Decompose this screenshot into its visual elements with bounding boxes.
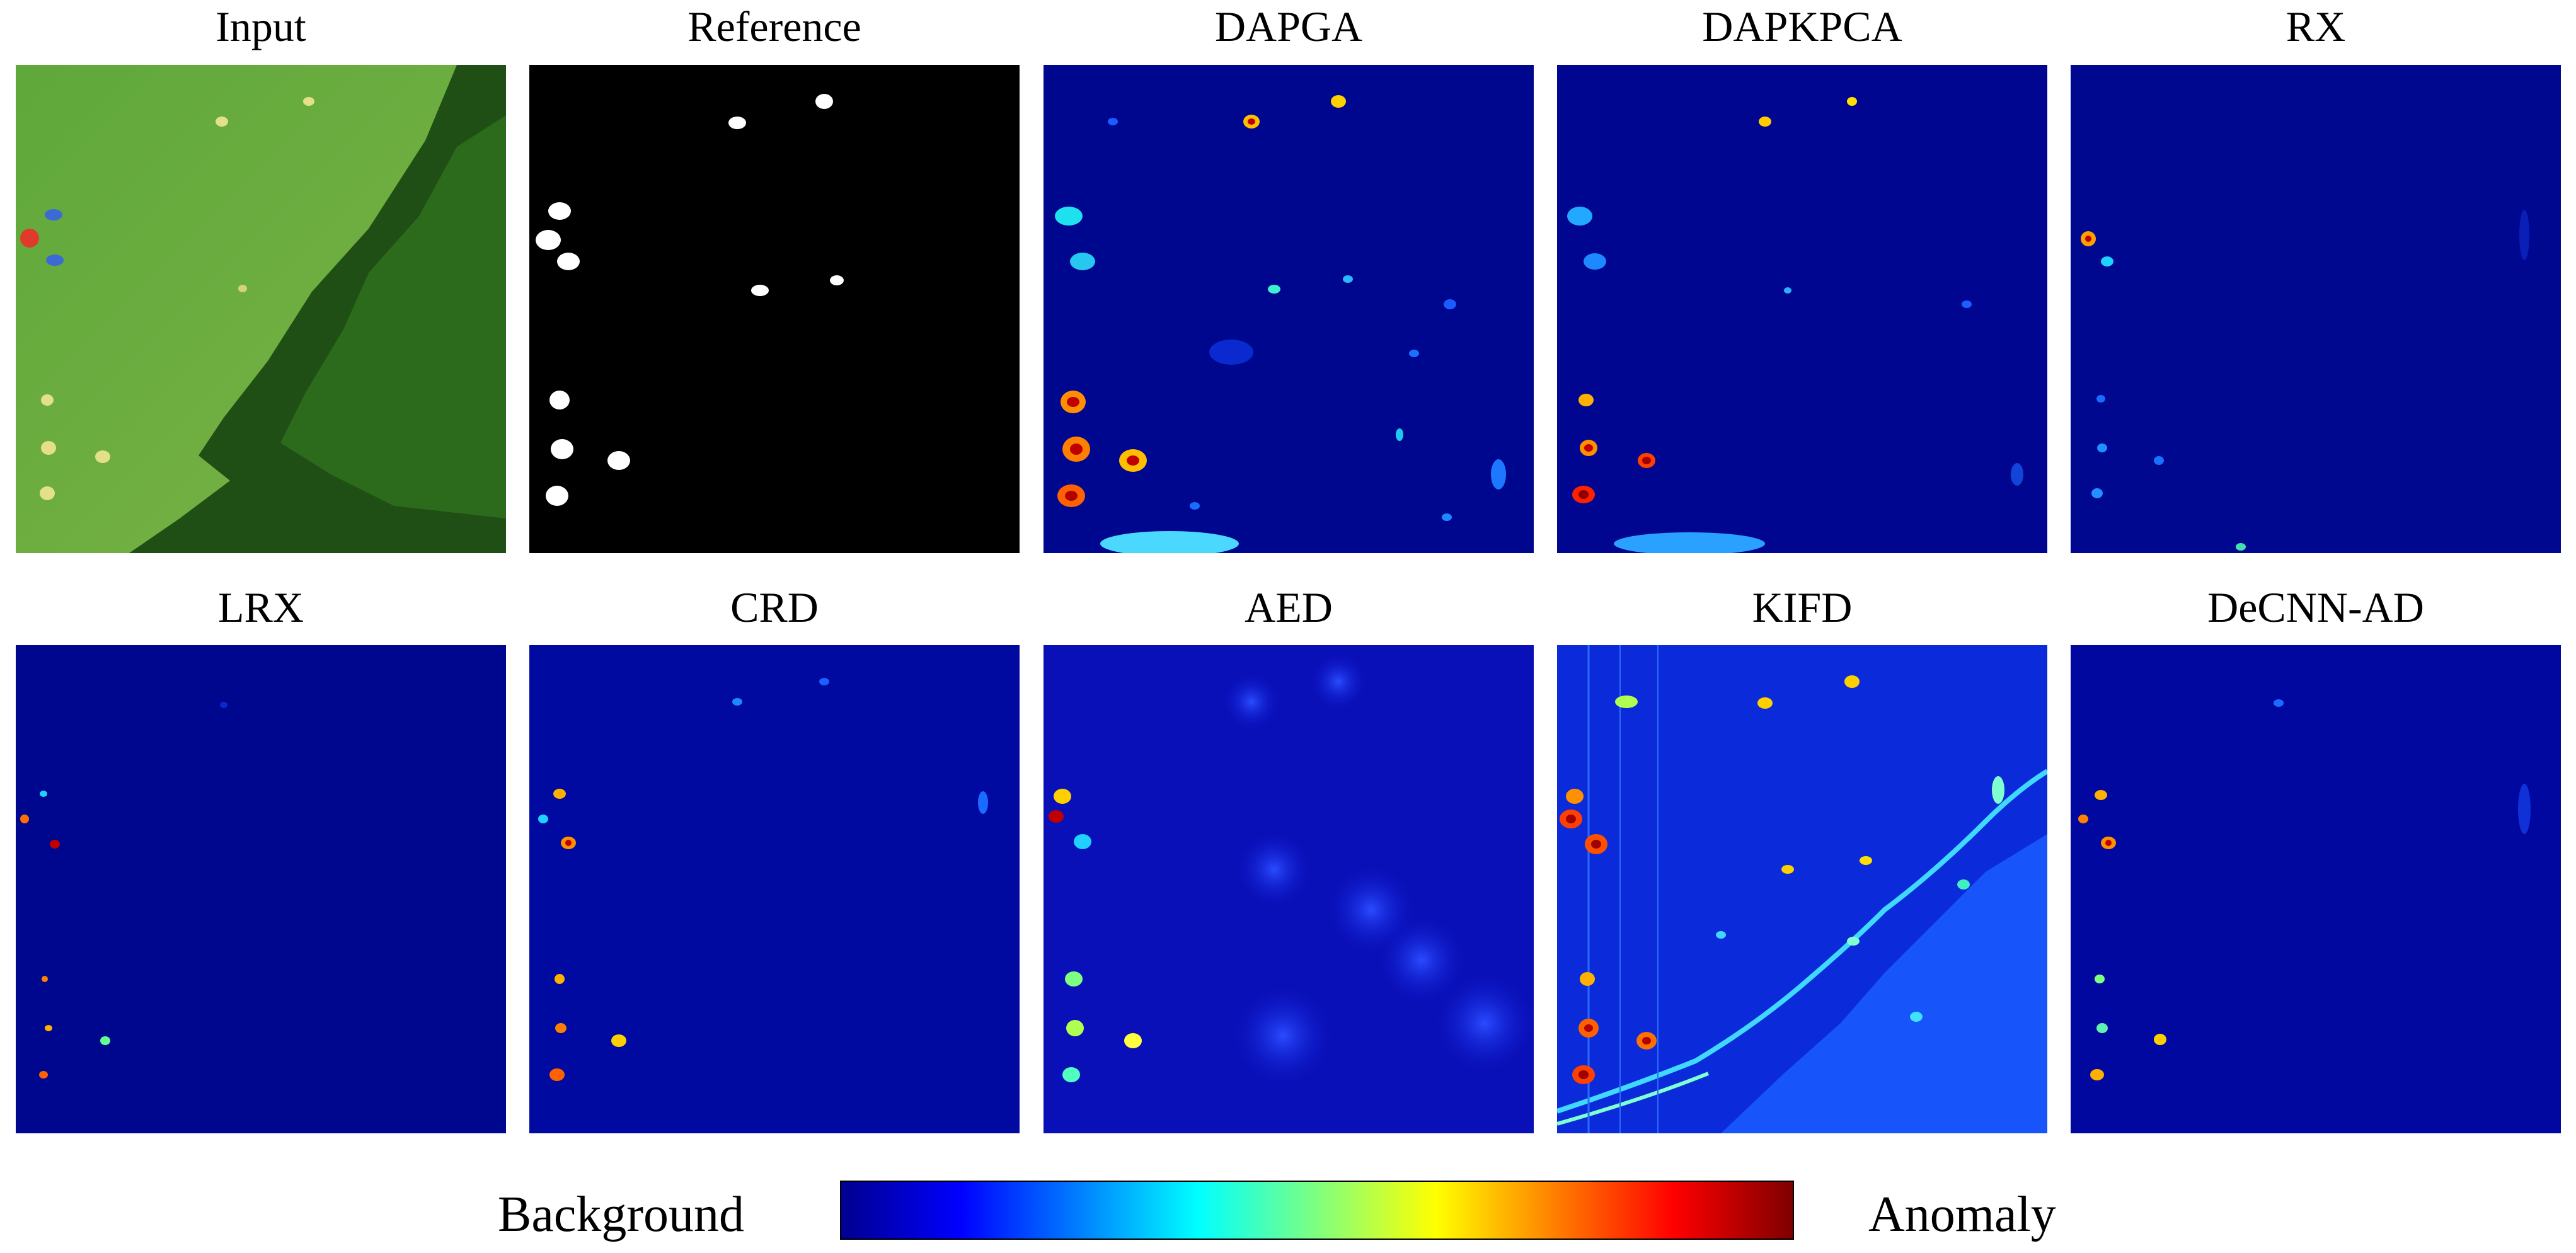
dapkpca-detection-map: [1557, 65, 2047, 553]
decnn-ad-detection-map: [2071, 645, 2561, 1133]
dapga-detection-map: [1044, 65, 1534, 553]
rx-detection-map: [2071, 65, 2561, 553]
panel-title-reference: Reference: [687, 3, 861, 50]
panel-title-dapkpca: DAPKPCA: [1702, 3, 1902, 50]
panel-title-rx: RX: [2286, 3, 2346, 50]
panel-title-lrx: LRX: [218, 583, 304, 631]
panel-title-input: Input: [216, 3, 306, 50]
lrx-detection-map: [16, 645, 506, 1133]
panel-title-aed: AED: [1245, 583, 1333, 631]
input-image: [16, 65, 506, 553]
panel-title-dapga: DAPGA: [1214, 3, 1363, 50]
panel-title-crd: CRD: [730, 583, 819, 631]
legend-background-label: Background: [498, 1187, 745, 1242]
panel-title-decnn-ad: DeCNN-AD: [2207, 583, 2424, 631]
reference-map: [529, 65, 1020, 553]
colorbar: [840, 1181, 1794, 1240]
legend-anomaly-label: Anomaly: [1868, 1187, 2056, 1242]
aed-detection-map: [1044, 645, 1534, 1133]
crd-detection-map: [529, 645, 1020, 1133]
kifd-detection-map: [1557, 645, 2047, 1133]
panel-title-kifd: KIFD: [1752, 583, 1853, 631]
